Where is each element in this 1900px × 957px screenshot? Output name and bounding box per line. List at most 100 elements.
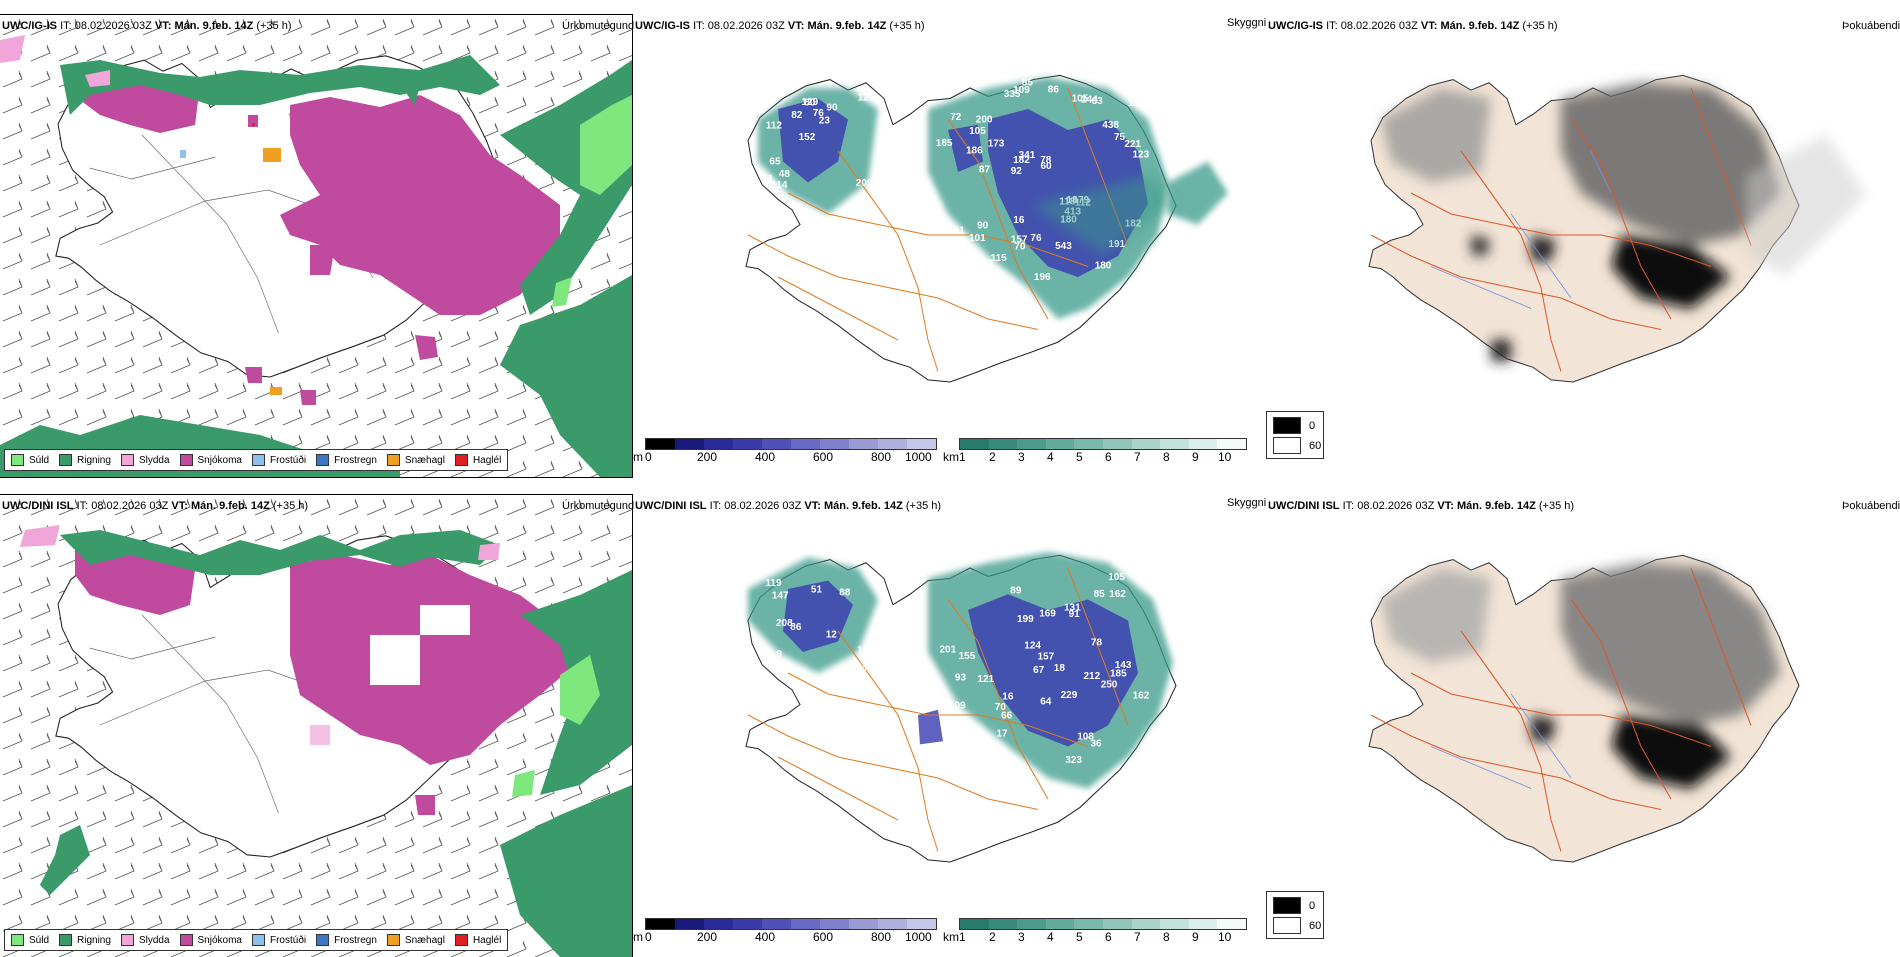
legend-swatch	[59, 454, 73, 466]
vis-panel-bottom: 187 208 12 119 111 147 9 86 88 51 91 36 66 89 18 109 212…	[633, 495, 1267, 957]
ceiling-height-label: 88	[839, 588, 851, 599]
panel-title: UWC/DINI ISL IT: 08.02.2026 03Z VT: Mán.…	[2, 500, 309, 512]
precip-map-top	[0, 15, 632, 477]
ceiling-height-label: 112	[766, 120, 783, 131]
ceiling-height-label: 111	[857, 645, 873, 656]
ceiling-height-label: 70	[995, 702, 1007, 713]
ceiling-height-label: 208	[776, 618, 793, 629]
panel-type-label: Þokuábendi	[1842, 500, 1900, 512]
vis-map-bottom: 187 208 12 119 111 147 9 86 88 51 91 36 66 89 18 109 212…	[745, 552, 1177, 863]
ceiling-height-label: 201	[940, 644, 957, 655]
ceiling-height-label: 89	[939, 271, 951, 282]
legend-swatch	[386, 934, 400, 946]
ceiling-height-label: 70	[1014, 242, 1026, 253]
precip-panel-bottom: UWC/DINI ISL IT: 08.02.2026 03Z VT: Mán.…	[0, 494, 635, 957]
precip-panel-top: UWC/IG-IS IT: 08.02.2026 03Z VT: Mán. 9.…	[0, 14, 635, 478]
ceiling-height-label: 105	[969, 126, 986, 137]
ceiling-height-label: 60	[1041, 161, 1053, 172]
ceiling-height-label: 162	[1109, 589, 1126, 600]
legend-swatch	[59, 934, 73, 946]
ceiling-height-label: 152	[799, 132, 816, 143]
legend-swatch	[251, 934, 265, 946]
panel-type-label: Úrkomutegund	[562, 20, 635, 32]
legend-swatch	[11, 454, 24, 466]
ceiling-height-label: 209	[856, 178, 873, 189]
vis-unit: km	[943, 450, 959, 464]
legend-swatch	[454, 454, 468, 466]
panel-title: UWC/IG-IS IT: 08.02.2026 03Z VT: Mán. 9.…	[635, 20, 925, 32]
ceiling-height-label: 186	[966, 146, 983, 157]
panel-type-label: Skyggni	[1227, 497, 1267, 509]
ceiling-height-label: 242	[976, 258, 993, 269]
legend-swatch	[316, 934, 330, 946]
ceiling-height-label: 86	[1048, 84, 1060, 95]
ceiling-height-label: 155	[959, 651, 976, 662]
ceiling-height-label: 200	[976, 114, 993, 125]
ceiling-height-label: 180	[1095, 261, 1112, 272]
panel-title: UWC/IG-IS IT: 08.02.2026 03Z VT: Mán. 9.…	[2, 20, 292, 32]
ceiling-height-label: 136	[1128, 98, 1145, 109]
ceiling-height-label: 185	[1110, 669, 1127, 680]
ceiling-height-label: 85	[1094, 589, 1106, 600]
ceiling-height-label: 17	[997, 729, 1009, 740]
vis-map-top: 2091121211529011412976658253488023112721…	[745, 74, 1228, 383]
vis-panel-top: 2091121211529011412976658253488023112721…	[633, 15, 1266, 477]
ceiling-height-label: 90	[826, 102, 838, 113]
ceiling-height-label: 123	[1133, 150, 1150, 161]
ceiling-height-label: 48	[779, 169, 791, 180]
ceiling-height-label: 282	[956, 267, 973, 278]
ceiling-height-label: 244	[1081, 94, 1098, 105]
ceiling-height-label: 80	[804, 98, 816, 109]
ceiling-height-label: 82	[791, 110, 803, 121]
ceiling-height-label: 147	[772, 591, 789, 602]
ceiling-height-label: 212	[1084, 671, 1101, 682]
ceiling-height-label: 63	[1092, 96, 1104, 107]
ceiling-height-label: 16	[1013, 215, 1025, 226]
legend-swatch	[179, 454, 193, 466]
ceiling-height-label: 65	[769, 157, 781, 168]
ceiling-height-label: 23	[819, 116, 831, 127]
ceiling-height-label: 36	[1091, 739, 1103, 750]
ceiling-height-label: 89	[1010, 585, 1022, 596]
ceiling-height-label: 335	[1004, 89, 1021, 100]
ceiling-height-label: 85	[1022, 77, 1034, 88]
ceiling-height-label: 229	[1061, 690, 1078, 701]
ceiling-height-label: 109	[949, 700, 966, 711]
ceiling-height-label: 105	[1108, 572, 1125, 583]
ceiling-height-label: 250	[1101, 680, 1118, 691]
ceiling-height-label: 543	[1055, 241, 1072, 252]
ceiling-height-label: 173	[988, 139, 1005, 150]
ceiling-height-label: 169	[1039, 609, 1056, 620]
ceiling-height-label: 104	[955, 733, 972, 744]
ceiling-height-label: 78	[1091, 637, 1103, 648]
panel-title: UWC/DINI ISL IT: 08.02.2026 03Z VT: Mán.…	[635, 500, 942, 512]
legend-swatch	[120, 454, 134, 466]
legend-swatch	[386, 454, 400, 466]
ceiling-height-label: 108	[1077, 731, 1094, 742]
ceiling-height-label: 105	[1072, 93, 1089, 104]
ceiling-height-label: 60	[957, 275, 969, 286]
ceiling-height-label: 131	[1064, 603, 1081, 614]
panel-type-label: Þokuábendi	[1842, 20, 1900, 32]
legend-swatch	[454, 934, 468, 946]
precip-legend-bottom: Súld Rigning Slydda Snjókoma Frostúði Fr…	[4, 929, 509, 951]
ceiling-height-label: 93	[955, 673, 967, 684]
ceiling-height-label: 121	[858, 92, 875, 103]
ceiling-height-label: 323	[1065, 755, 1082, 766]
panel-type-label: Úrkomutegund	[562, 500, 635, 512]
ceiling-height-label: 124	[1024, 641, 1041, 652]
ceiling-height-label: 151	[948, 226, 965, 237]
precip-map-bottom	[0, 495, 632, 957]
fog-panel-bottom: UWC/DINI ISL IT: 08.02.2026 03Z VT: Mán.…	[1266, 495, 1900, 957]
ceiling-height-label: 67	[1033, 665, 1045, 676]
ceiling-height-label: 16	[1002, 691, 1014, 702]
ceiling-height-label: 92	[1011, 166, 1023, 177]
ceiling-height-label: 196	[1034, 272, 1051, 283]
ceiling-height-label: 53	[761, 173, 773, 184]
ceiling-height-label: 101	[969, 233, 986, 244]
legend-swatch	[11, 934, 24, 946]
ceiling-height-label: 185	[936, 138, 953, 149]
ceiling-height-label: 18	[1054, 663, 1066, 674]
ceiling-height-label: 75	[1114, 132, 1126, 143]
fog-map-top	[1368, 74, 1866, 383]
